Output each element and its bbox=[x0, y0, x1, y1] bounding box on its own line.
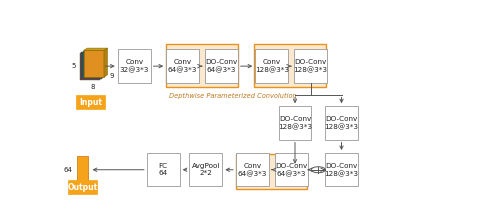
Text: 9: 9 bbox=[110, 73, 114, 79]
Bar bbox=[84, 50, 104, 77]
Bar bbox=[236, 154, 308, 189]
Text: DO-Conv
128@3*3: DO-Conv 128@3*3 bbox=[294, 59, 328, 73]
Bar bbox=[274, 153, 308, 186]
Bar bbox=[294, 49, 327, 83]
Bar bbox=[82, 51, 103, 78]
Bar bbox=[278, 106, 312, 140]
Bar bbox=[82, 52, 102, 79]
Text: DO-Conv
128@3*3: DO-Conv 128@3*3 bbox=[324, 116, 358, 130]
Text: 64: 64 bbox=[64, 167, 72, 173]
Bar bbox=[80, 53, 100, 79]
Bar bbox=[68, 180, 97, 194]
Bar bbox=[236, 153, 269, 186]
Text: Depthwise Parameterized Convolution: Depthwise Parameterized Convolution bbox=[169, 93, 297, 99]
Text: Conv
32@3*3: Conv 32@3*3 bbox=[120, 59, 149, 73]
Text: DO-Conv
128@3*3: DO-Conv 128@3*3 bbox=[324, 163, 358, 177]
Text: DO-Conv
64@3*3: DO-Conv 64@3*3 bbox=[275, 163, 307, 177]
Bar bbox=[325, 153, 358, 186]
Bar bbox=[256, 49, 288, 83]
Bar bbox=[77, 156, 88, 184]
Text: Input: Input bbox=[79, 98, 102, 107]
Bar bbox=[118, 49, 150, 83]
Bar bbox=[84, 50, 104, 77]
Bar bbox=[254, 44, 326, 87]
Bar bbox=[205, 49, 238, 83]
Text: 5: 5 bbox=[72, 63, 76, 69]
Bar bbox=[147, 153, 180, 186]
Polygon shape bbox=[104, 48, 108, 77]
Text: Output: Output bbox=[68, 183, 98, 192]
Text: Conv
64@3*3: Conv 64@3*3 bbox=[238, 163, 267, 177]
Text: Conv
128@3*3: Conv 128@3*3 bbox=[255, 59, 289, 73]
Bar bbox=[325, 106, 358, 140]
Bar bbox=[166, 49, 199, 83]
Text: Conv
64@3*3: Conv 64@3*3 bbox=[168, 59, 198, 73]
Bar bbox=[166, 44, 238, 87]
Polygon shape bbox=[84, 48, 108, 50]
Text: DO-Conv
128@3*3: DO-Conv 128@3*3 bbox=[278, 116, 312, 130]
Text: FC
64: FC 64 bbox=[158, 163, 168, 176]
Text: AvgPool
2*2: AvgPool 2*2 bbox=[192, 163, 220, 176]
Text: DO-Conv
64@3*3: DO-Conv 64@3*3 bbox=[206, 59, 238, 73]
Bar bbox=[76, 95, 105, 109]
Text: 8: 8 bbox=[90, 84, 94, 90]
Bar bbox=[190, 153, 222, 186]
